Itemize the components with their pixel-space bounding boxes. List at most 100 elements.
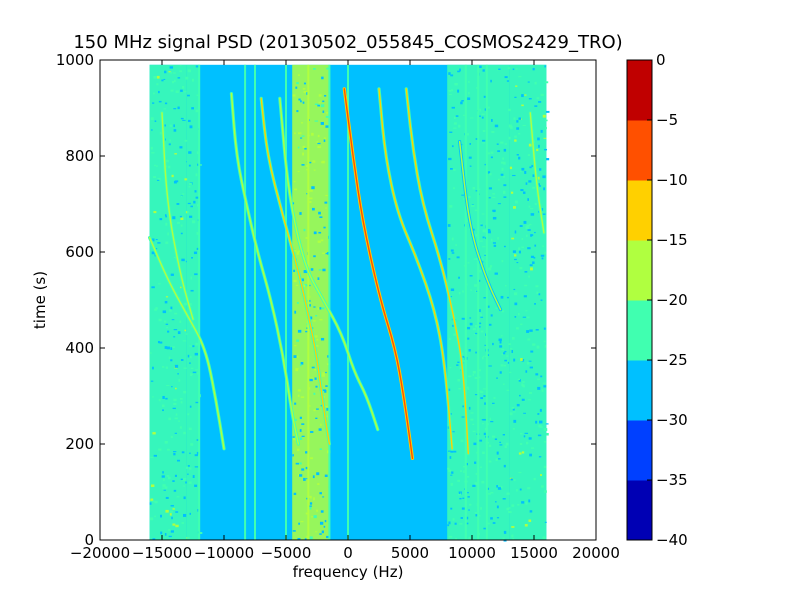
speckle [540,474,542,476]
speckle [502,157,504,160]
speckle [518,132,521,135]
speckle [175,387,177,390]
speckle [158,448,162,451]
speckle [295,355,299,358]
speckle [521,167,525,171]
speckle [154,500,158,504]
speckle [462,465,466,468]
speckle [198,164,202,166]
speckle [546,158,550,161]
speckle [185,333,188,335]
speckle [159,341,163,344]
speckle [312,475,315,479]
colorbar-segment [627,240,652,301]
speckle [152,396,154,398]
vertical-line [254,64,256,541]
speckle [467,262,470,264]
speckle [523,295,527,298]
speckle [503,352,506,355]
speckle [325,415,328,418]
x-axis-ticks: −20000 −15000 −10000 −5000 0 5000 10000 15000 20… [70,60,620,562]
speckle [521,359,524,362]
speckle [324,201,328,204]
speckle [451,89,454,92]
speckle [188,467,192,470]
speckle [314,369,317,371]
speckle [484,254,488,256]
speckle [543,340,546,343]
speckle [182,478,186,481]
speckle [482,130,486,133]
doppler-trace [458,140,502,311]
speckle [529,223,532,226]
speckle [460,517,463,519]
speckle [478,309,481,312]
speckle [529,264,533,267]
speckle [317,134,320,138]
speckle [456,256,460,259]
speckle [534,105,538,107]
speckle [517,378,521,381]
doppler-trace [343,88,414,460]
speckle [509,126,513,129]
speckle [472,484,476,487]
speckle [542,114,546,118]
speckle [472,186,475,190]
speckle [481,257,484,261]
speckle [516,488,518,492]
speckle [521,383,524,387]
speckle [487,106,490,109]
speckle [313,68,316,70]
speckle [515,85,518,87]
speckle [484,344,487,347]
speckle [309,502,313,505]
speckle [448,469,452,472]
speckle [173,79,176,83]
speckle [513,288,516,291]
speckle [450,74,454,77]
colorbar-segment [627,120,652,181]
speckle [161,79,164,82]
speckle [174,432,177,434]
speckle [153,454,158,457]
speckle [176,496,180,498]
speckle [316,338,319,341]
speckle [314,335,318,338]
speckle [326,535,330,539]
speckle [301,278,305,282]
speckle [179,426,182,429]
speckle [461,507,465,510]
speckle [177,459,181,462]
speckle [462,405,465,408]
speckle [158,399,161,402]
speckle [528,437,532,440]
speckle [183,496,186,500]
speckle [324,389,327,393]
speckle [480,316,484,318]
speckle [187,119,191,123]
speckle [153,211,157,214]
speckle [496,143,499,145]
speckle [453,333,457,336]
speckle [469,317,472,319]
speckle [503,464,506,468]
speckle [313,306,316,308]
speckle [512,250,517,253]
speckle [189,512,192,515]
speckle [461,317,465,320]
speckle [497,69,501,72]
vertical-line [464,64,467,541]
speckle [536,148,539,152]
speckle [174,417,178,420]
speckle [480,391,484,394]
speckle [312,320,316,322]
speckle [448,157,452,161]
speckle [324,519,327,523]
speckle [496,505,499,509]
vertical-line [244,64,247,541]
speckle [300,396,305,399]
speckle [164,486,168,489]
x-tick-label: 10000 [448,544,496,562]
speckle [517,503,520,506]
speckle [189,452,191,454]
